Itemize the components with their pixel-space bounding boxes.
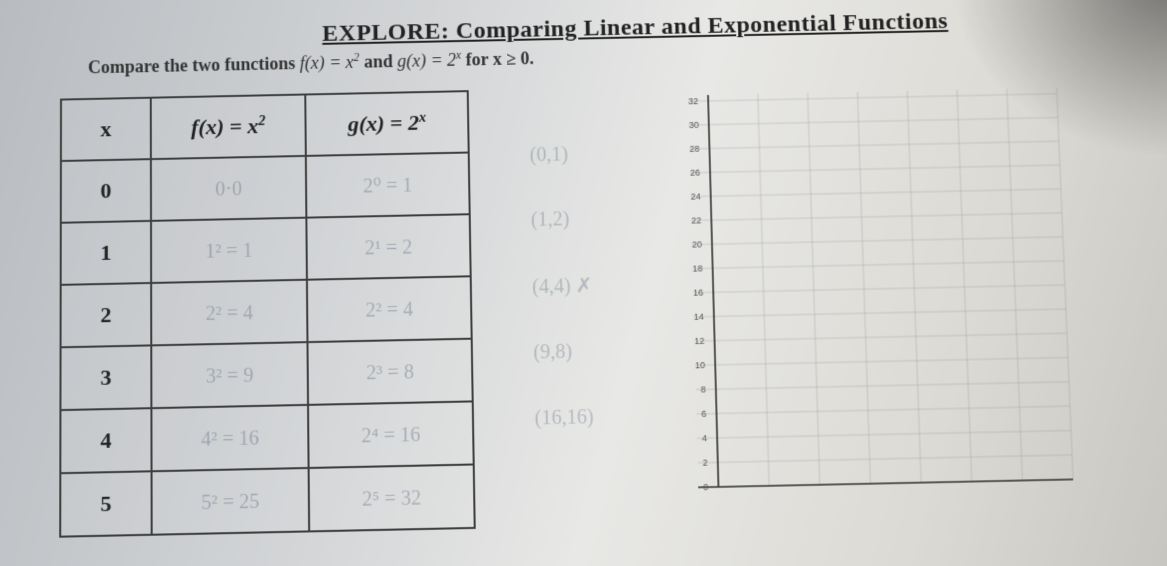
cell-g: 2² = 4: [307, 276, 471, 342]
svg-text:28: 28: [689, 144, 699, 154]
header-f: f(x) = x2: [151, 94, 306, 159]
note: (9,8): [533, 340, 594, 365]
table-row: 1 1² = 1 2¹ = 2: [61, 214, 471, 285]
svg-text:26: 26: [690, 168, 700, 178]
note: (1,2): [531, 208, 592, 232]
svg-text:32: 32: [688, 96, 698, 106]
svg-text:0: 0: [703, 482, 708, 492]
svg-text:14: 14: [694, 312, 704, 322]
x-axis: [698, 479, 1073, 487]
table-row: 2 2² = 4 2² = 4: [61, 276, 472, 347]
y-tick-labels: 0 2 4 6 8 10 12 14 16 18 20 22 24 26 28 …: [688, 96, 708, 492]
function-table: x f(x) = x2 g(x) = 2x 0 0·0 2⁰ = 1 1 1² …: [59, 90, 476, 538]
svg-text:18: 18: [692, 263, 702, 273]
cell-f: 1² = 1: [151, 218, 307, 283]
cell-g: 2¹ = 2: [307, 214, 471, 279]
svg-text:16: 16: [693, 287, 703, 297]
subtitle-prefix: Compare the two functions: [88, 53, 300, 77]
cell-x: 4: [60, 408, 151, 473]
svg-text:30: 30: [689, 120, 699, 130]
svg-text:2: 2: [703, 457, 708, 467]
cell-f: 5² = 25: [152, 468, 310, 535]
cell-x: 3: [60, 345, 151, 410]
svg-text:20: 20: [692, 239, 702, 249]
cell-f: 3² = 9: [151, 342, 308, 408]
svg-text:10: 10: [695, 360, 705, 370]
y-axis: [708, 95, 718, 487]
svg-text:6: 6: [701, 409, 706, 419]
table-row: 3 3² = 9 2³ = 8: [60, 339, 472, 410]
cell-g: 2⁰ = 1: [306, 153, 470, 218]
cell-f: 4² = 16: [151, 405, 308, 471]
cell-x: 1: [61, 221, 151, 285]
note: (0,1): [530, 143, 590, 167]
graph-panel: 0 2 4 6 8 10 12 14 16 18 20 22 24 26 28 …: [648, 78, 1085, 519]
svg-text:4: 4: [702, 433, 707, 443]
svg-text:12: 12: [694, 336, 704, 346]
note: (4,4) ✗: [532, 273, 593, 299]
subtitle-mid: and: [364, 51, 398, 71]
header-x: x: [61, 98, 151, 161]
worksheet-page: EXPLORE: Comparing Linear and Exponentia…: [0, 0, 1167, 566]
graph-svg: 0 2 4 6 8 10 12 14 16 18 20 22 24 26 28 …: [648, 78, 1085, 519]
table-header-row: x f(x) = x2 g(x) = 2x: [61, 91, 469, 161]
cell-g: 2³ = 8: [308, 339, 473, 405]
subtitle-f: f(x) = x2: [300, 52, 360, 73]
cell-f: 2² = 4: [151, 280, 308, 346]
subtitle-suffix: for x ≥ 0.: [466, 48, 535, 69]
note: (16,16): [534, 406, 595, 431]
table-row: 0 0·0 2⁰ = 1: [61, 153, 470, 223]
header-g: g(x) = 2x: [306, 91, 469, 156]
cell-g: 2⁴ = 16: [308, 401, 473, 468]
cell-g: 2⁵ = 32: [309, 464, 475, 531]
table-row: 4 4² = 16 2⁴ = 16: [60, 401, 473, 473]
content-row: x f(x) = x2 g(x) = 2x 0 0·0 2⁰ = 1 1 1² …: [59, 77, 1112, 538]
handwritten-notes: (0,1) (1,2) (4,4) ✗ (9,8) (16,16): [528, 88, 596, 474]
svg-text:22: 22: [691, 215, 701, 225]
note: [536, 472, 597, 473]
svg-text:8: 8: [701, 384, 706, 394]
cell-f: 0·0: [151, 156, 307, 221]
cell-x: 2: [61, 283, 152, 347]
cell-x: 5: [60, 471, 151, 536]
table-row: 5 5² = 25 2⁵ = 32: [60, 464, 475, 536]
svg-text:24: 24: [691, 191, 701, 201]
grid: [688, 88, 1073, 488]
cell-x: 0: [61, 159, 151, 223]
subtitle-g: g(x) = 2x: [397, 50, 461, 71]
